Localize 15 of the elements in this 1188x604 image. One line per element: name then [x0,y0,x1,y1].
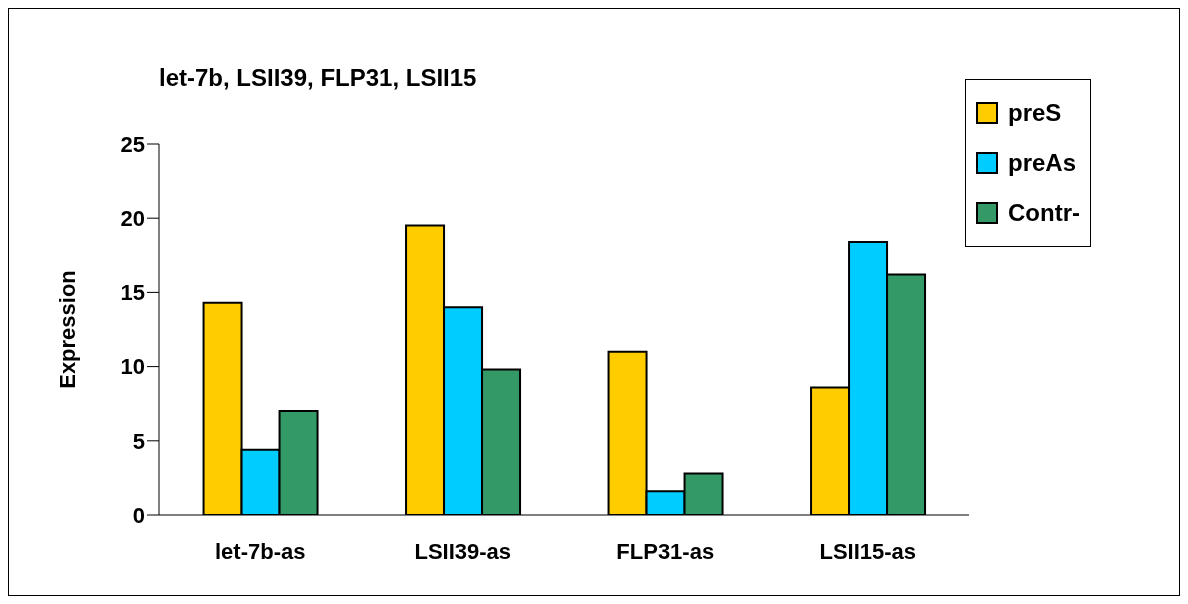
x-tick-label: let-7b-as [215,538,306,564]
x-tick-label: LSII15-as [819,538,917,564]
y-tick-label: 25 [120,131,145,157]
legend-label: preS [1008,99,1062,127]
chart-title: let-7b, LSII39, FLP31, LSII15 [159,64,477,92]
x-tick-label: FLP31-as [616,538,715,564]
y-tick-label: 10 [120,354,145,380]
legend-label: preAs [1008,149,1077,177]
y-tick-label: 15 [120,280,145,306]
y-axis-title: Expression [54,270,80,389]
y-tick-label: 0 [132,502,145,528]
x-tick-label: LSII39-as [414,538,512,564]
legend-label: Contr- [1008,199,1080,227]
y-tick-label: 20 [120,206,145,232]
y-tick-label: 5 [132,428,145,454]
